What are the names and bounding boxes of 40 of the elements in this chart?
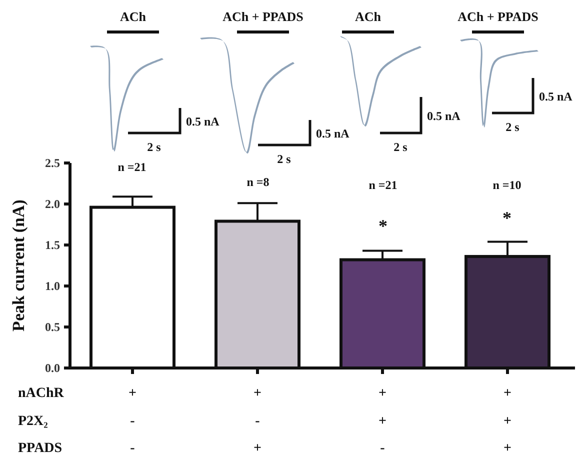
text: ACh — [354, 9, 382, 24]
y-tick-label: 0.5 — [45, 320, 60, 334]
y-axis-title: Peak current (nA) — [9, 200, 28, 332]
y-tick-label: 2.5 — [45, 156, 60, 170]
annotation: * — [502, 208, 512, 228]
y-tick-label: 1.0 — [45, 279, 60, 293]
text: 0.5 nA — [427, 109, 461, 123]
text: 2 s — [394, 140, 408, 154]
text: + — [504, 414, 512, 429]
annotation: n =8 — [246, 175, 270, 189]
text: ACh + PPADS — [458, 9, 538, 24]
text: + — [254, 441, 262, 456]
text: + — [504, 386, 512, 401]
y-tick-label: 0.0 — [45, 361, 60, 375]
annotation: n =21 — [368, 178, 398, 192]
text: + — [378, 414, 387, 429]
annotation: n =21 — [118, 160, 146, 174]
text: - — [380, 441, 386, 456]
text: 0.5 nA — [539, 90, 573, 104]
text: + — [378, 386, 387, 401]
text: 2 s — [147, 140, 162, 154]
text: ACh + PPADS — [222, 9, 304, 24]
text: ACh — [120, 9, 147, 24]
text: - — [255, 414, 260, 429]
text: P2X₂ — [18, 414, 48, 429]
annotation: * — [378, 216, 388, 236]
text: + — [504, 441, 512, 456]
text: PPADS — [18, 441, 62, 456]
annotation: 2 s — [277, 152, 292, 166]
text: 2 s — [506, 120, 520, 134]
y-tick-label: 1.5 — [45, 238, 60, 252]
text: 0.5 nA — [316, 126, 350, 140]
text: + — [254, 386, 262, 401]
y-tick-label: 2.0 — [45, 197, 60, 211]
text: - — [130, 414, 136, 429]
text: nAChR — [18, 386, 65, 401]
text: + — [128, 386, 137, 401]
text: 0.5 nA — [186, 114, 220, 128]
annotation: n =10 — [492, 178, 522, 192]
text: - — [130, 441, 136, 456]
